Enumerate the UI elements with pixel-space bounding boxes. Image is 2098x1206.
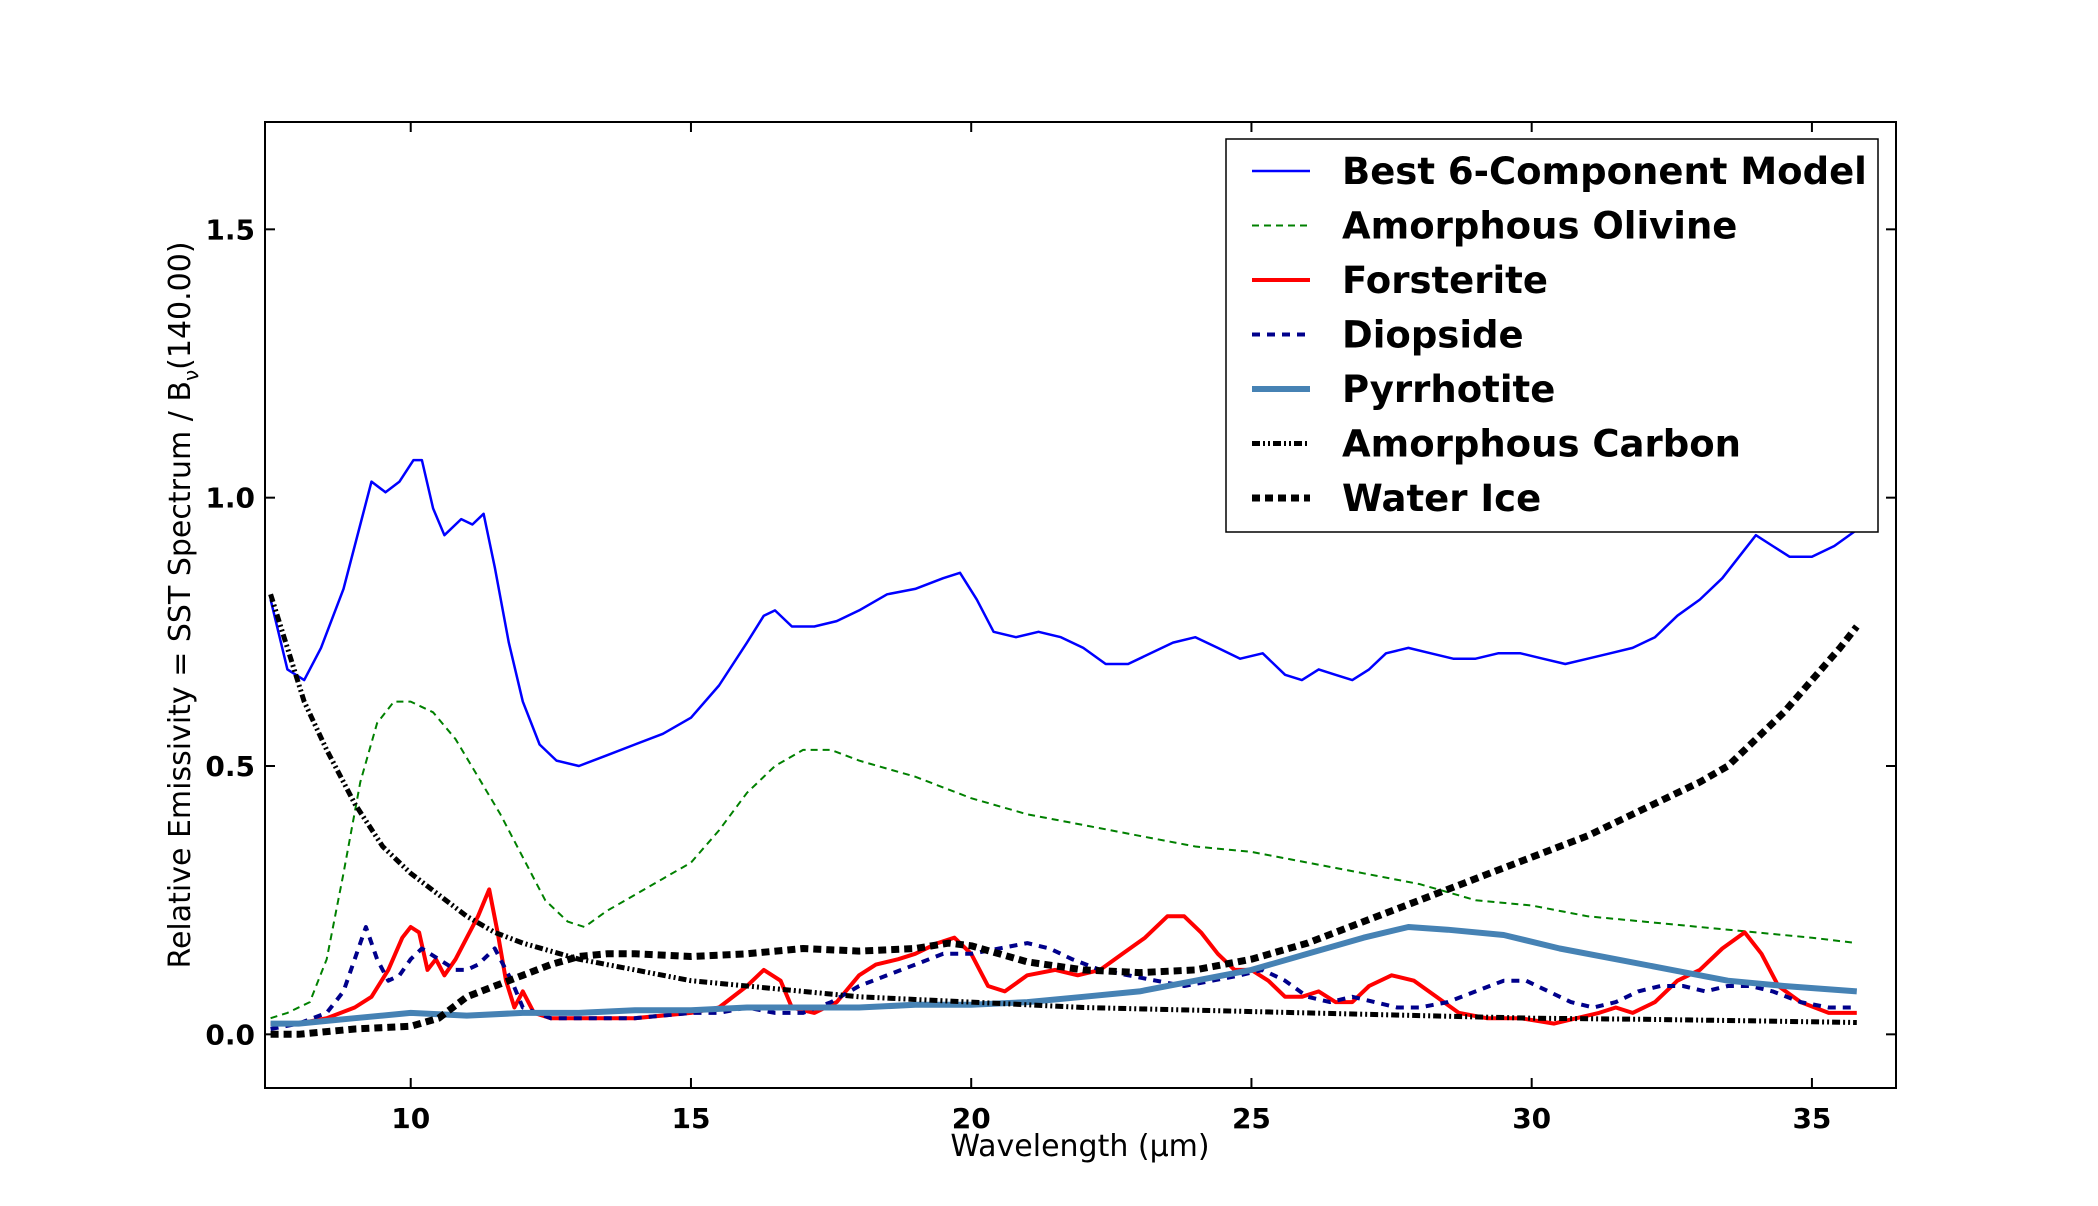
legend-box [1225,138,1879,533]
y-tick-label: 0.0 [205,1018,255,1051]
x-tick-label: 30 [1512,1102,1551,1135]
x-tick-label: 20 [952,1102,991,1135]
legend: Best 6-Component Model Amorphous Olivine F… [1225,138,1879,533]
y-tick-label: 0.5 [205,750,255,783]
series-line-6 [270,624,1860,1038]
series-line-4 [270,924,1858,1027]
legend-label-5: Amorphous Carbon [1342,423,1741,466]
ticks-layer: 10 15 20 25 30 35 0.0 0.5 1.0 1.5 [205,122,1896,1135]
y-tick-label: 1.5 [205,213,255,246]
series-line-1 [270,700,1857,1020]
legend-label-1: Amorphous Olivine [1342,205,1737,248]
x-axis-label: Wavelength (μm) [950,1129,1209,1164]
series-line-0 [269,458,1858,768]
x-tick-label: 10 [391,1102,430,1135]
legend-label-0: Best 6-Component Model [1342,150,1867,193]
legend-label-3: Diopside [1342,314,1524,357]
x-tick-label: 15 [671,1102,710,1135]
legend-label-4: Pyrrhotite [1342,368,1555,411]
plot-frame [264,121,1897,1089]
y-axis-label: Relative Emissivity = SST Spectrum / Bν(… [163,241,203,968]
legend-label-6: Water Ice [1342,477,1541,520]
x-tick-label: 25 [1232,1102,1271,1135]
series-line-2 [270,887,1857,1026]
series-line-5 [268,593,1857,1025]
y-tick-label: 1.0 [205,482,255,515]
legend-label-2: Forsterite [1342,259,1548,302]
series-layer [268,458,1860,1038]
x-tick-label: 35 [1792,1102,1831,1135]
